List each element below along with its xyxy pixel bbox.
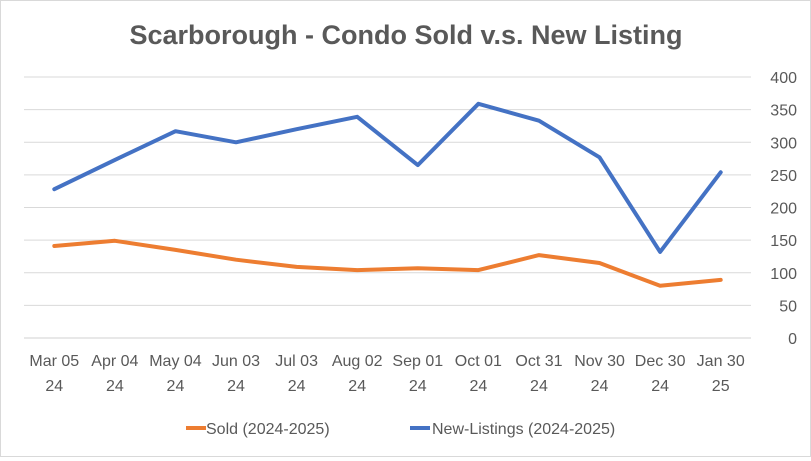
x-tick-label: Apr 04 xyxy=(91,353,138,370)
legend-item-0: Sold (2024-2025) xyxy=(186,421,330,438)
x-tick-label-year: 24 xyxy=(591,378,609,395)
x-tick-label-year: 24 xyxy=(167,378,185,395)
x-tick-label: Jul 03 xyxy=(275,353,318,370)
x-tick-label-year: 24 xyxy=(469,378,487,395)
legend-label: Sold (2024-2025) xyxy=(206,421,330,438)
x-tick-label: Aug 02 xyxy=(332,353,383,370)
x-tick-label-year: 24 xyxy=(409,378,427,395)
y-tick-label: 50 xyxy=(779,298,797,315)
y-tick-label: 200 xyxy=(770,201,797,218)
x-tick-label-year: 24 xyxy=(227,378,245,395)
y-tick-label: 350 xyxy=(770,103,797,120)
x-tick-label: Oct 01 xyxy=(455,353,502,370)
y-tick-label: 250 xyxy=(770,168,797,185)
x-tick-label-year: 25 xyxy=(712,378,730,395)
x-tick-label-year: 24 xyxy=(288,378,306,395)
legend-label: New-Listings (2024-2025) xyxy=(432,421,615,438)
x-tick-label-year: 24 xyxy=(45,378,63,395)
y-tick-label: 150 xyxy=(770,233,797,250)
x-tick-label-year: 24 xyxy=(530,378,548,395)
x-tick-label: Jun 03 xyxy=(212,353,260,370)
x-tick-label-year: 24 xyxy=(651,378,669,395)
y-tick-label: 400 xyxy=(770,70,797,87)
y-tick-label: 300 xyxy=(770,135,797,152)
x-tick-label: Sep 01 xyxy=(392,353,443,370)
x-tick-label-year: 24 xyxy=(106,378,124,395)
x-tick-label: Jan 30 xyxy=(697,353,745,370)
x-tick-label: Dec 30 xyxy=(635,353,686,370)
x-tick-label: Mar 05 xyxy=(29,353,79,370)
x-tick-label: May 04 xyxy=(149,353,202,370)
x-tick-label: Oct 31 xyxy=(515,353,562,370)
series-line-1 xyxy=(54,104,720,252)
chart-title: Scarborough - Condo Sold v.s. New Listin… xyxy=(129,20,682,50)
x-tick-label: Nov 30 xyxy=(574,353,625,370)
y-tick-label: 100 xyxy=(770,266,797,283)
series-line-0 xyxy=(54,241,720,286)
legend-item-1: New-Listings (2024-2025) xyxy=(410,421,615,438)
y-tick-label: 0 xyxy=(788,331,797,348)
x-tick-label-year: 24 xyxy=(348,378,366,395)
